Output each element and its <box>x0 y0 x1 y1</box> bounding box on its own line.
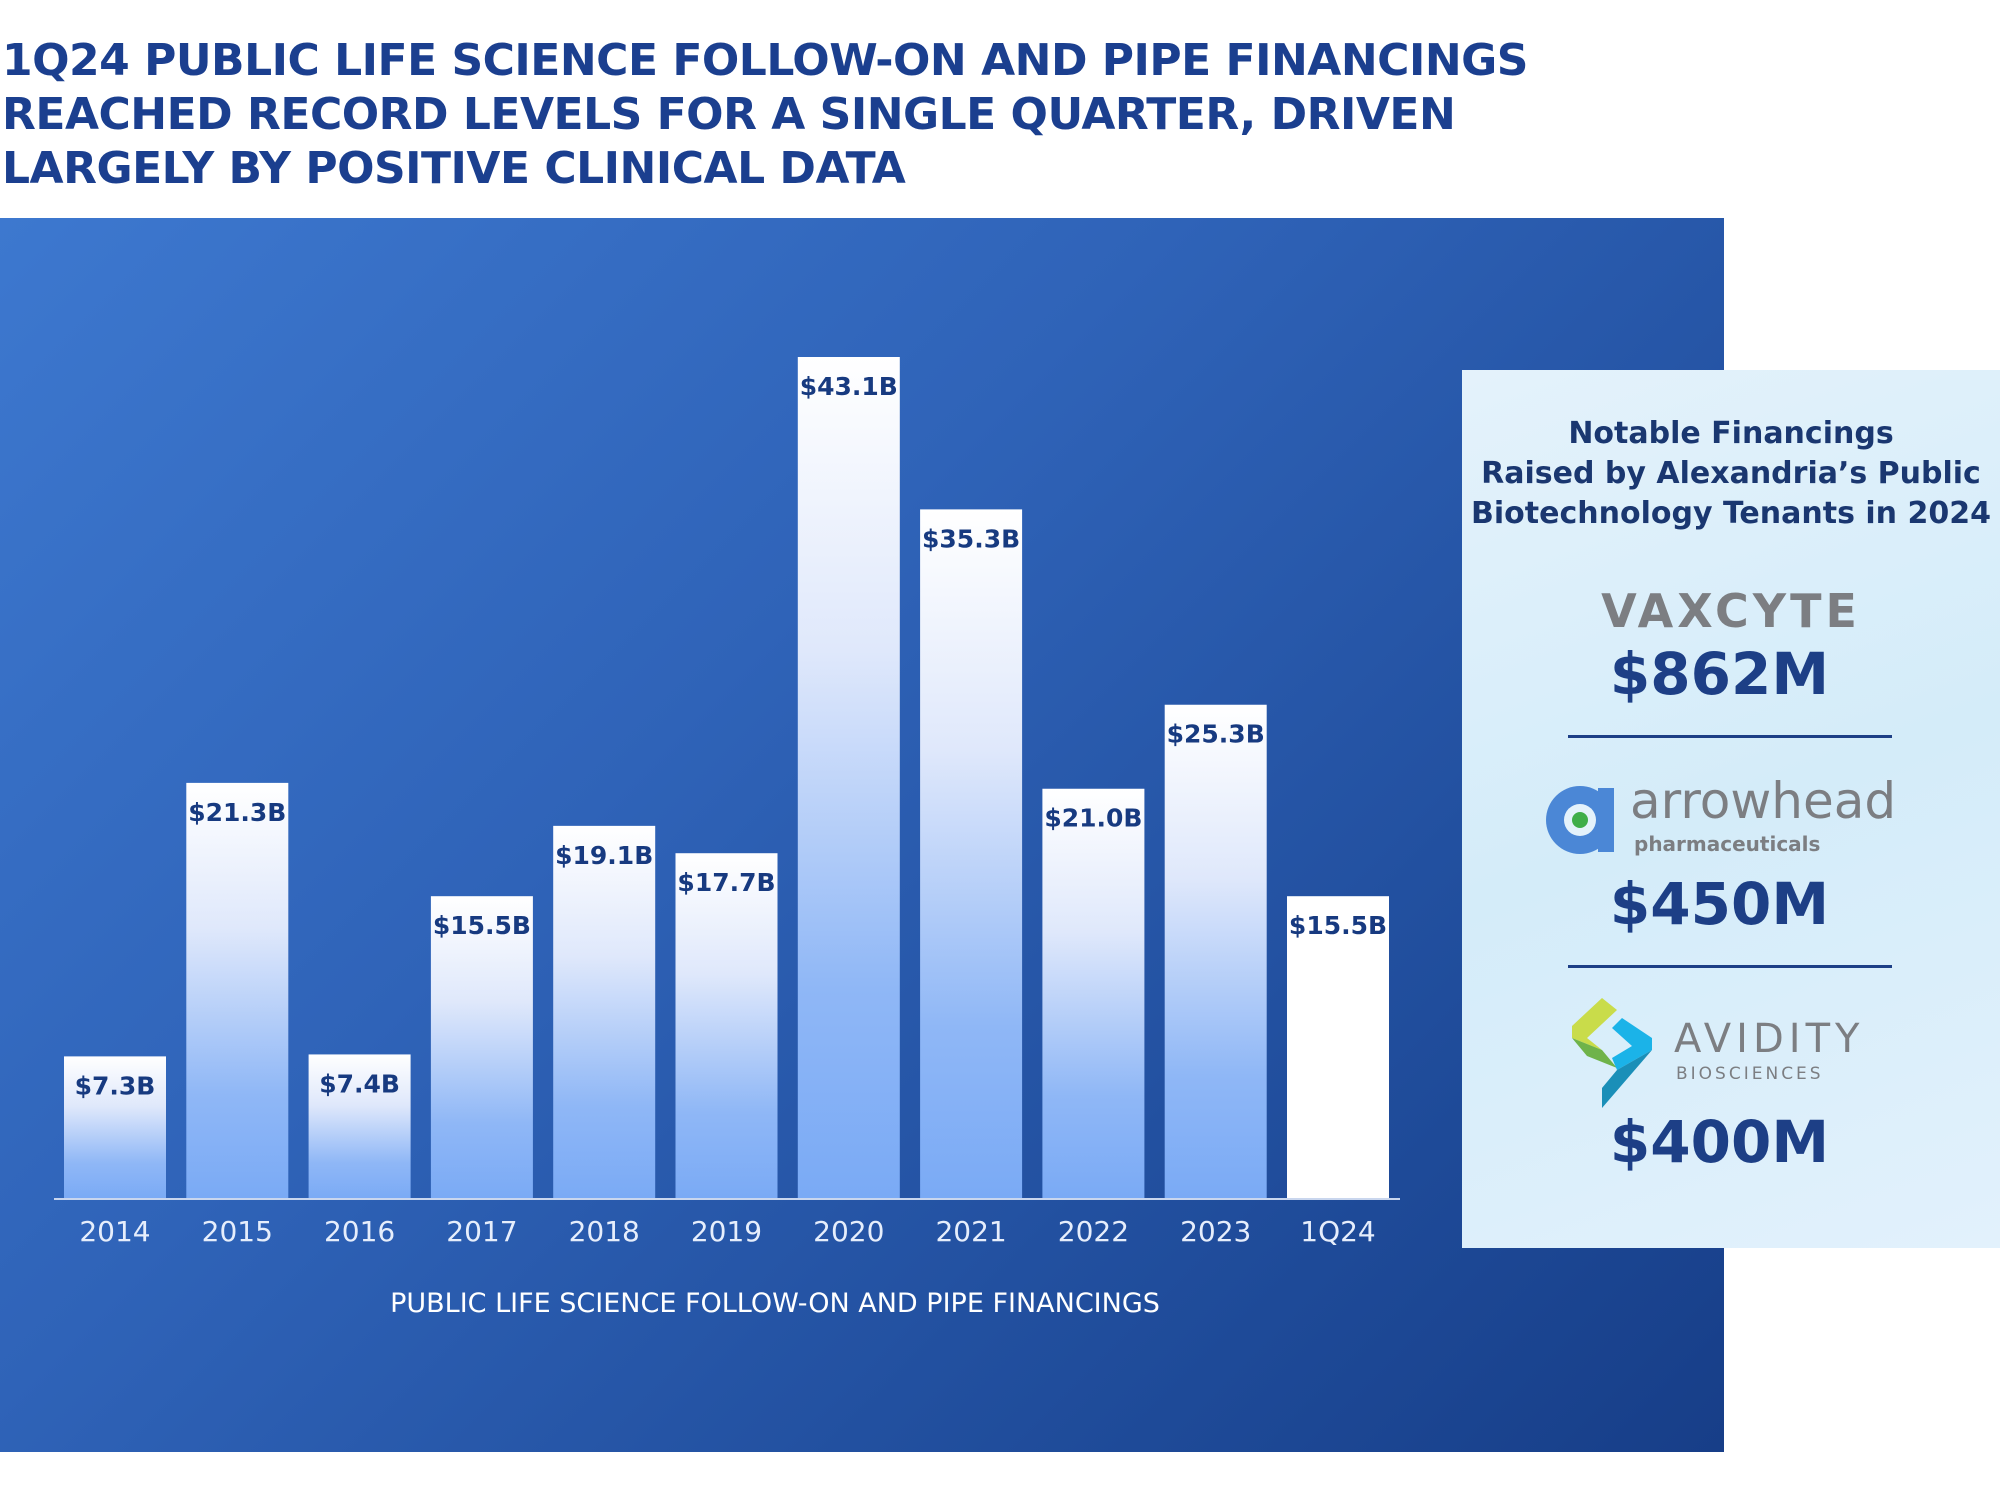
sidebar-title-line: Raised by Alexandria’s Public <box>1481 456 1981 491</box>
bar-2016 <box>308 1054 411 1199</box>
data-label: $43.1B <box>800 372 898 401</box>
avidity-subtitle: BIOSCIENCES <box>1676 1064 1824 1084</box>
notable-financings-panel: Notable Financings Raised by Alexandria’… <box>1462 370 2000 1248</box>
bar-2017 <box>430 896 533 1199</box>
arrowhead-subtitle: pharmaceuticals <box>1634 832 1821 856</box>
avidity-logo: AVIDITY <box>1674 1016 1865 1062</box>
x-tick-label: 2016 <box>324 1215 395 1248</box>
data-label: $21.0B <box>1044 804 1142 833</box>
x-tick-label: 2023 <box>1180 1215 1251 1248</box>
x-tick-label: 2022 <box>1058 1215 1129 1248</box>
bar-2015 <box>186 782 289 1199</box>
data-label: $15.5B <box>433 911 531 940</box>
x-tick-label: 1Q24 <box>1300 1215 1375 1248</box>
bar-chart: $7.3B 2014 $21.3B 2015 $7.4B 2016 $15.5B 2017 $1… <box>54 357 1400 1248</box>
x-tick-label: 2014 <box>79 1215 150 1248</box>
avidity-amount: $400M <box>1609 1108 1830 1176</box>
arrowhead-amount: $450M <box>1609 870 1830 938</box>
divider <box>1568 965 1892 968</box>
data-label: $19.1B <box>555 841 653 870</box>
data-label: $7.4B <box>319 1069 400 1098</box>
x-tick-label: 2019 <box>691 1215 762 1248</box>
bar-2023 <box>1164 704 1267 1199</box>
divider <box>1568 735 1892 738</box>
bar-2021 <box>920 509 1023 1200</box>
sidebar-title-line: Notable Financings <box>1568 416 1894 451</box>
bar-2014 <box>64 1056 166 1199</box>
bar-2018 <box>553 825 656 1199</box>
bar-2022 <box>1042 788 1145 1199</box>
x-axis-label: PUBLIC LIFE SCIENCE FOLLOW-ON AND PIPE F… <box>390 1288 1160 1319</box>
x-tick-label: 2015 <box>202 1215 273 1248</box>
sidebar-title: Notable Financings Raised by Alexandria’… <box>1462 414 2000 534</box>
bar-1Q24 <box>1287 896 1389 1199</box>
bar-2020 <box>797 357 900 1199</box>
vaxcyte-logo: VAXCYTE <box>1601 584 1861 638</box>
sidebar-title-line: Biotechnology Tenants in 2024 <box>1471 496 1991 531</box>
bar-2019 <box>675 853 778 1199</box>
data-label: $15.5B <box>1289 911 1387 940</box>
x-tick-label: 2017 <box>446 1215 517 1248</box>
x-tick-label: 2018 <box>569 1215 640 1248</box>
arrowhead-logo-icon <box>1544 780 1624 860</box>
x-tick-label: 2021 <box>935 1215 1006 1248</box>
x-tick-label: 2020 <box>813 1215 884 1248</box>
arrowhead-logo: arrowhead <box>1630 772 1897 830</box>
data-label: $21.3B <box>188 798 286 827</box>
data-label: $7.3B <box>75 1071 156 1100</box>
chart-panel: $7.3B 2014 $21.3B 2015 $7.4B 2016 $15.5B 2017 $1… <box>0 218 1724 1452</box>
data-label: $35.3B <box>922 524 1020 553</box>
vaxcyte-amount: $862M <box>1609 640 1830 708</box>
avidity-logo-icon <box>1572 998 1662 1118</box>
data-label: $17.7B <box>677 868 775 897</box>
data-label: $25.3B <box>1167 720 1265 749</box>
page-title: 1Q24 PUBLIC LIFE SCIENCE FOLLOW-ON AND P… <box>2 35 1528 194</box>
